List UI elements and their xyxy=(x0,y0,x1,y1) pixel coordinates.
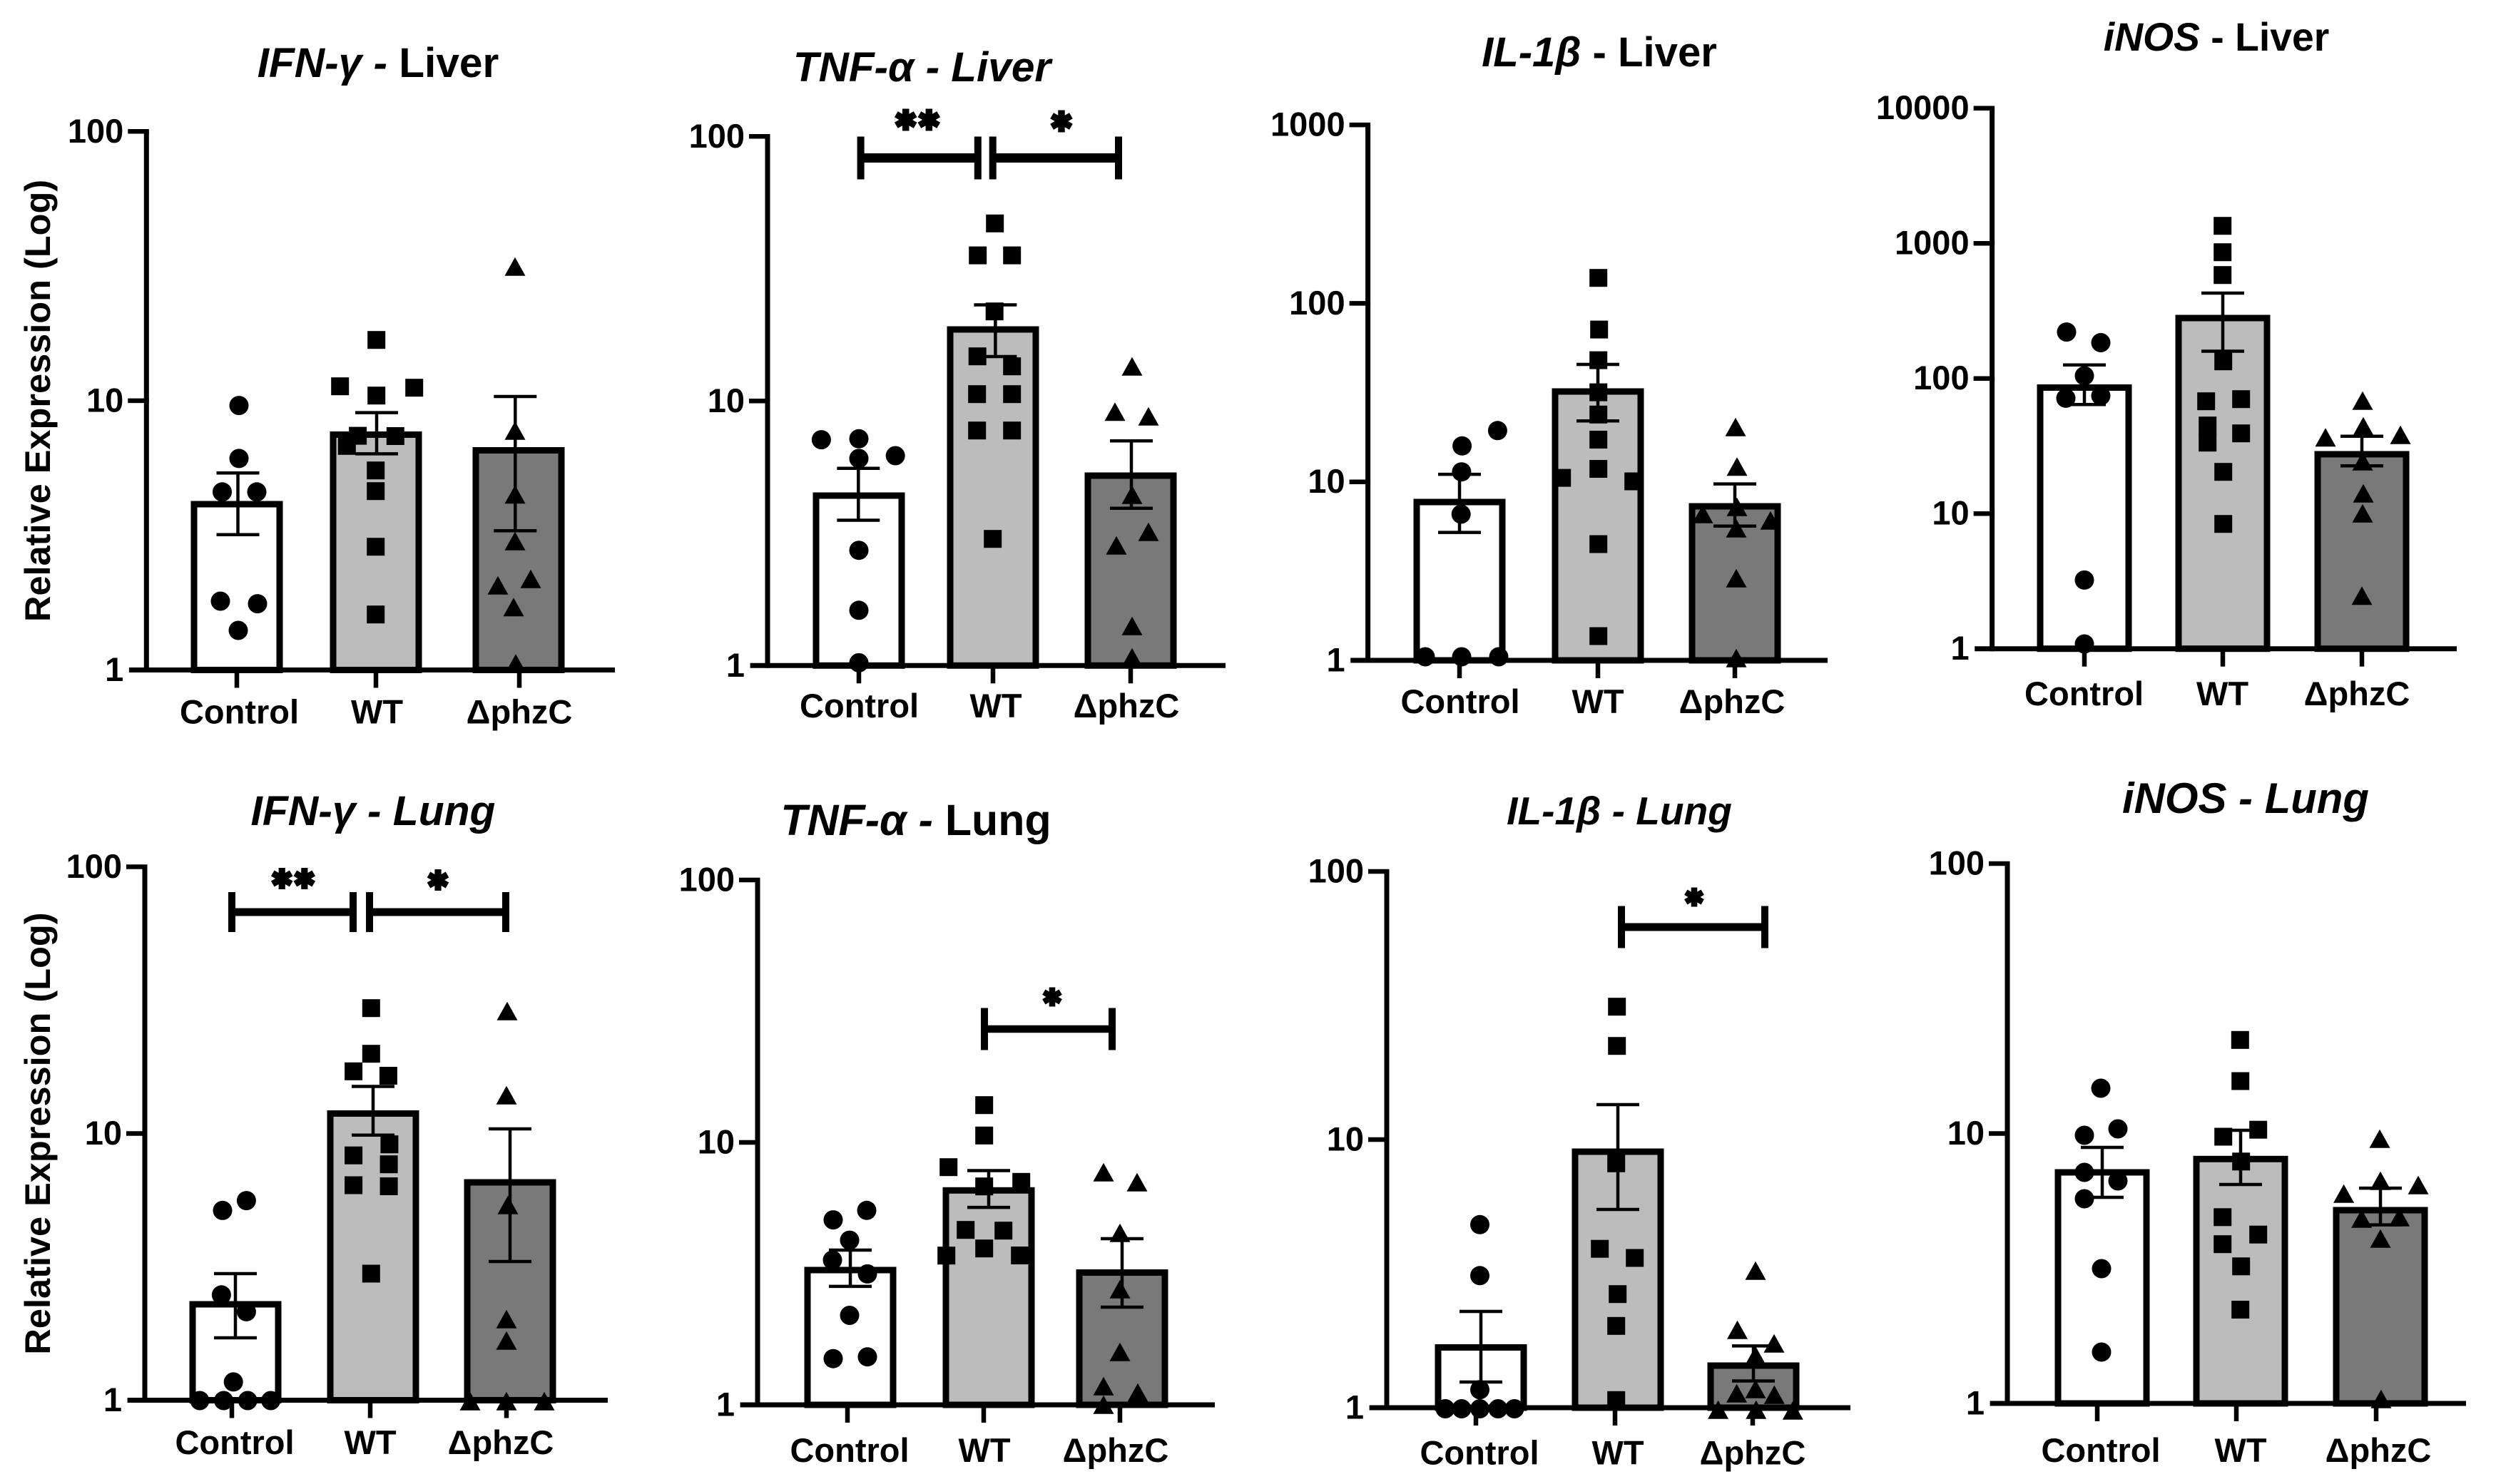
svg-text:100: 100 xyxy=(66,847,122,885)
svg-text:IL-1β - Liver: IL-1β - Liver xyxy=(1482,29,1717,76)
svg-text:Relative Expression (Log): Relative Expression (Log) xyxy=(17,912,58,1354)
svg-text:WT: WT xyxy=(1591,1434,1644,1472)
svg-text:WT: WT xyxy=(969,687,1022,725)
svg-text:IL-1β - Lung: IL-1β - Lung xyxy=(1507,789,1732,833)
svg-text:10: 10 xyxy=(708,382,745,419)
svg-text:100: 100 xyxy=(1308,852,1364,890)
svg-text:1: 1 xyxy=(1345,1388,1364,1426)
svg-text:1: 1 xyxy=(105,650,123,688)
svg-text:ΔphzC: ΔphzC xyxy=(1700,1434,1806,1472)
svg-text:WT: WT xyxy=(351,693,403,731)
svg-text:10: 10 xyxy=(1947,1114,1985,1152)
svg-text:1: 1 xyxy=(103,1381,122,1418)
svg-text:Control: Control xyxy=(175,1423,294,1461)
svg-text:100: 100 xyxy=(68,112,123,150)
svg-text:10000: 10000 xyxy=(1876,88,1970,126)
svg-text:100: 100 xyxy=(1289,284,1345,322)
svg-text:100: 100 xyxy=(1929,844,1985,882)
svg-text:ΔphzC: ΔphzC xyxy=(1063,1431,1169,1469)
svg-text:WT: WT xyxy=(1572,682,1624,720)
svg-text:Control: Control xyxy=(1400,682,1519,720)
svg-text:Relative Expression (Log): Relative Expression (Log) xyxy=(17,180,58,622)
svg-text:Control: Control xyxy=(1420,1434,1539,1472)
svg-text:iNOS - Liver: iNOS - Liver xyxy=(2104,15,2330,59)
svg-text:Control: Control xyxy=(790,1431,909,1469)
svg-text:WT: WT xyxy=(344,1423,396,1461)
svg-text:ΔphzC: ΔphzC xyxy=(1679,682,1786,720)
svg-text:1: 1 xyxy=(1950,629,1969,667)
svg-text:ΔphzC: ΔphzC xyxy=(1074,687,1180,725)
svg-text:1: 1 xyxy=(716,1386,735,1423)
svg-text:ΔphzC: ΔphzC xyxy=(2326,1431,2432,1469)
svg-text:100: 100 xyxy=(679,861,735,899)
svg-text:Control: Control xyxy=(180,693,299,731)
svg-text:1000: 1000 xyxy=(1895,224,1970,262)
svg-text:10: 10 xyxy=(698,1123,735,1161)
svg-text:ΔphzC: ΔphzC xyxy=(2304,675,2410,712)
svg-text:1: 1 xyxy=(1326,641,1345,679)
svg-text:Control: Control xyxy=(2024,675,2144,712)
svg-text:1: 1 xyxy=(1966,1384,1985,1422)
svg-text:10: 10 xyxy=(1932,494,1969,532)
svg-text:10: 10 xyxy=(1327,1120,1364,1158)
svg-text:IFN-γ - Liver: IFN-γ - Liver xyxy=(258,40,499,86)
svg-text:100: 100 xyxy=(689,117,745,155)
svg-text:1: 1 xyxy=(726,646,745,684)
svg-text:10: 10 xyxy=(85,1114,122,1152)
svg-text:Control: Control xyxy=(2041,1431,2160,1469)
svg-text:ΔphzC: ΔphzC xyxy=(467,693,573,731)
svg-text:TNF-α - Liver: TNF-α - Liver xyxy=(793,44,1054,91)
svg-text:WT: WT xyxy=(2214,1431,2266,1469)
svg-text:IFN-γ - Lung: IFN-γ - Lung xyxy=(251,788,496,834)
svg-text:WT: WT xyxy=(2196,675,2248,712)
svg-text:TNF-α - Lung: TNF-α - Lung xyxy=(780,796,1051,844)
svg-text:10: 10 xyxy=(86,381,123,419)
svg-text:Control: Control xyxy=(800,687,919,725)
svg-text:ΔphzC: ΔphzC xyxy=(448,1423,554,1461)
svg-text:100: 100 xyxy=(1913,359,1969,396)
svg-text:1000: 1000 xyxy=(1270,106,1345,143)
svg-text:WT: WT xyxy=(958,1431,1010,1469)
svg-text:10: 10 xyxy=(1308,462,1345,500)
svg-text:iNOS - Lung: iNOS - Lung xyxy=(2122,774,2369,822)
